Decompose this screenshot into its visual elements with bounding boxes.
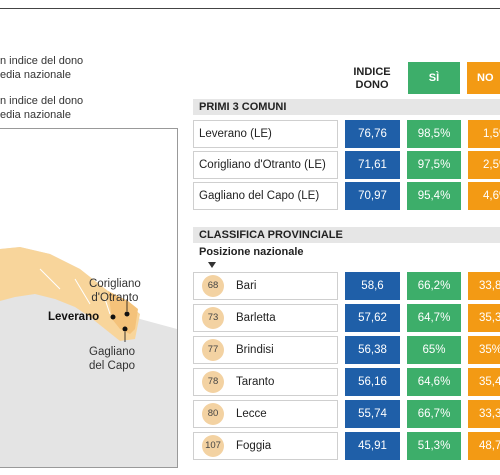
row-name bbox=[193, 272, 338, 300]
cell-indice: 70,97 bbox=[345, 182, 400, 210]
cell-si: 64,6% bbox=[407, 368, 461, 396]
cell-indice: 76,76 bbox=[345, 120, 400, 148]
cell-si: 65% bbox=[407, 336, 461, 364]
label-leverano: Leverano bbox=[48, 311, 100, 323]
down-triangle-icon bbox=[208, 262, 216, 268]
row-name bbox=[193, 304, 338, 332]
rank-badge: 107 bbox=[202, 435, 224, 457]
rank-badge: 78 bbox=[202, 371, 224, 393]
label-corigliano: Corigliano d'Otranto bbox=[89, 278, 141, 304]
row-name: Corigliano d'Otranto (LE) bbox=[193, 151, 338, 179]
cell-no: 35,3% bbox=[468, 304, 500, 332]
map-svg bbox=[0, 129, 177, 467]
cell-indice: 45,91 bbox=[345, 432, 400, 460]
rank-badge: 77 bbox=[202, 339, 224, 361]
cell-si: 97,5% bbox=[407, 151, 461, 179]
cell-indice: 55,74 bbox=[345, 400, 400, 428]
marker-leverano bbox=[110, 314, 116, 320]
row-name bbox=[193, 432, 338, 460]
cell-si: 98,5% bbox=[407, 120, 461, 148]
cell-no: 35% bbox=[468, 336, 500, 364]
legend-line-2: edia nazionale bbox=[0, 69, 71, 81]
cell-no: 2,5% bbox=[468, 151, 500, 179]
cell-si: 51,3% bbox=[407, 432, 461, 460]
section-primi-3-comuni: PRIMI 3 COMUNI bbox=[193, 99, 500, 115]
cell-no: 4,6% bbox=[468, 182, 500, 210]
posizione-nazionale-label: Posizione nazionale bbox=[199, 246, 304, 258]
cell-indice: 58,6 bbox=[345, 272, 400, 300]
section-classifica-provinciale: CLASSIFICA PROVINCIALE bbox=[193, 227, 500, 243]
cell-no: 33,3% bbox=[468, 400, 500, 428]
province-name: Lecce bbox=[236, 408, 267, 420]
legend-line-4: edia nazionale bbox=[0, 109, 71, 121]
row-name bbox=[193, 336, 338, 364]
cell-no: 48,7% bbox=[468, 432, 500, 460]
salento-region bbox=[108, 291, 138, 334]
legend-line-1: n indice del dono bbox=[0, 55, 84, 67]
apulia-map bbox=[0, 128, 178, 468]
cell-no: 35,4% bbox=[468, 368, 500, 396]
province-name: Taranto bbox=[236, 376, 275, 388]
row-name bbox=[193, 368, 338, 396]
cell-si: 95,4% bbox=[407, 182, 461, 210]
cell-indice: 71,61 bbox=[345, 151, 400, 179]
cell-si: 66,7% bbox=[407, 400, 461, 428]
cell-no: 33,8% bbox=[468, 272, 500, 300]
province-name: Brindisi bbox=[236, 344, 274, 356]
cell-si: 64,7% bbox=[407, 304, 461, 332]
cell-no: 1,5% bbox=[468, 120, 500, 148]
rank-badge: 73 bbox=[202, 307, 224, 329]
header-no: NO bbox=[467, 62, 500, 94]
legend-line-3: n indice del dono bbox=[0, 95, 84, 107]
row-name bbox=[193, 400, 338, 428]
province-name: Foggia bbox=[236, 440, 272, 452]
province-name: Barletta bbox=[236, 312, 276, 324]
cell-indice: 56,16 bbox=[345, 368, 400, 396]
header-si: SÌ bbox=[408, 62, 460, 94]
marker-gagliano bbox=[122, 326, 128, 332]
row-name: Leverano (LE) bbox=[193, 120, 338, 148]
label-gagliano: Gagliano del Capo bbox=[89, 346, 136, 372]
top-rule bbox=[0, 8, 500, 9]
province-border bbox=[39, 268, 111, 315]
cell-indice: 56,38 bbox=[345, 336, 400, 364]
header-indice-dono: INDICE DONO bbox=[353, 66, 391, 91]
row-name: Gagliano del Capo (LE) bbox=[193, 182, 338, 210]
rank-badge: 80 bbox=[202, 403, 224, 425]
province-name: Bari bbox=[236, 280, 257, 292]
cell-indice: 57,62 bbox=[345, 304, 400, 332]
cell-si: 66,2% bbox=[407, 272, 461, 300]
rank-badge: 68 bbox=[202, 275, 224, 297]
apulia-region bbox=[0, 247, 140, 341]
marker-corigliano bbox=[124, 311, 130, 317]
